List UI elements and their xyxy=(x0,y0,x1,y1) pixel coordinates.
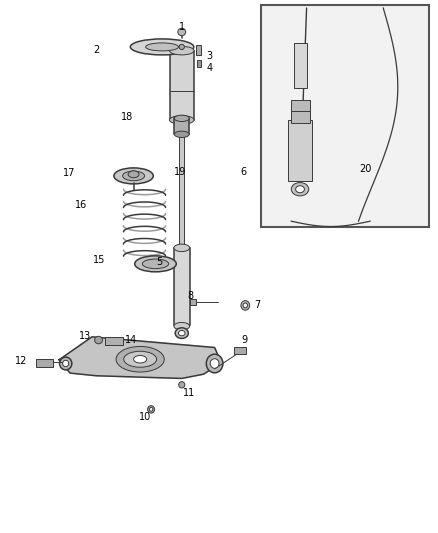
Ellipse shape xyxy=(116,346,164,372)
Bar xyxy=(170,51,194,120)
Text: 7: 7 xyxy=(254,300,260,310)
Ellipse shape xyxy=(145,43,179,51)
Ellipse shape xyxy=(148,406,155,413)
Text: 16: 16 xyxy=(74,200,87,210)
Bar xyxy=(105,337,123,345)
Ellipse shape xyxy=(123,171,145,181)
Ellipse shape xyxy=(174,244,190,252)
Bar xyxy=(288,120,312,181)
Ellipse shape xyxy=(174,115,189,122)
Text: 9: 9 xyxy=(242,335,248,345)
Ellipse shape xyxy=(174,322,190,330)
Ellipse shape xyxy=(149,407,153,411)
Ellipse shape xyxy=(170,46,194,55)
Text: 8: 8 xyxy=(187,291,194,301)
Text: 19: 19 xyxy=(174,167,187,176)
Bar xyxy=(190,299,196,305)
Ellipse shape xyxy=(291,182,309,196)
Ellipse shape xyxy=(60,357,72,370)
Bar xyxy=(196,45,201,55)
Ellipse shape xyxy=(179,382,185,388)
Ellipse shape xyxy=(206,354,223,373)
Text: 12: 12 xyxy=(15,357,27,366)
Ellipse shape xyxy=(170,116,194,124)
Bar xyxy=(261,5,429,227)
Text: 11: 11 xyxy=(183,389,195,398)
Text: 20: 20 xyxy=(359,165,371,174)
Ellipse shape xyxy=(179,44,184,50)
Polygon shape xyxy=(59,337,221,378)
Text: 4: 4 xyxy=(207,63,213,73)
Ellipse shape xyxy=(95,336,102,344)
Ellipse shape xyxy=(210,359,219,368)
Bar xyxy=(174,248,190,325)
Ellipse shape xyxy=(142,259,169,269)
Bar xyxy=(174,118,189,134)
Ellipse shape xyxy=(124,351,157,367)
Text: 17: 17 xyxy=(63,168,75,178)
Ellipse shape xyxy=(241,301,250,310)
Bar xyxy=(197,60,201,67)
Ellipse shape xyxy=(178,330,185,336)
Ellipse shape xyxy=(175,328,188,338)
Ellipse shape xyxy=(296,186,304,192)
Ellipse shape xyxy=(243,303,247,308)
Ellipse shape xyxy=(134,256,176,272)
Bar xyxy=(294,43,307,88)
Bar xyxy=(36,359,53,367)
Ellipse shape xyxy=(131,39,194,55)
Text: 15: 15 xyxy=(93,255,105,265)
Ellipse shape xyxy=(63,360,69,367)
Text: 2: 2 xyxy=(94,45,100,54)
Bar xyxy=(234,347,246,354)
Ellipse shape xyxy=(174,131,189,138)
Bar xyxy=(291,100,310,112)
Text: 6: 6 xyxy=(240,167,246,176)
Ellipse shape xyxy=(134,356,147,363)
Text: 13: 13 xyxy=(79,331,91,341)
Text: 14: 14 xyxy=(125,335,137,345)
Text: 18: 18 xyxy=(121,112,134,122)
Ellipse shape xyxy=(114,168,153,184)
Bar xyxy=(291,111,310,123)
Text: 5: 5 xyxy=(157,257,163,267)
Text: 1: 1 xyxy=(179,22,185,31)
Text: 10: 10 xyxy=(139,412,152,422)
Text: 3: 3 xyxy=(207,51,213,61)
Ellipse shape xyxy=(178,28,186,36)
Bar xyxy=(179,133,184,251)
Ellipse shape xyxy=(128,171,139,178)
